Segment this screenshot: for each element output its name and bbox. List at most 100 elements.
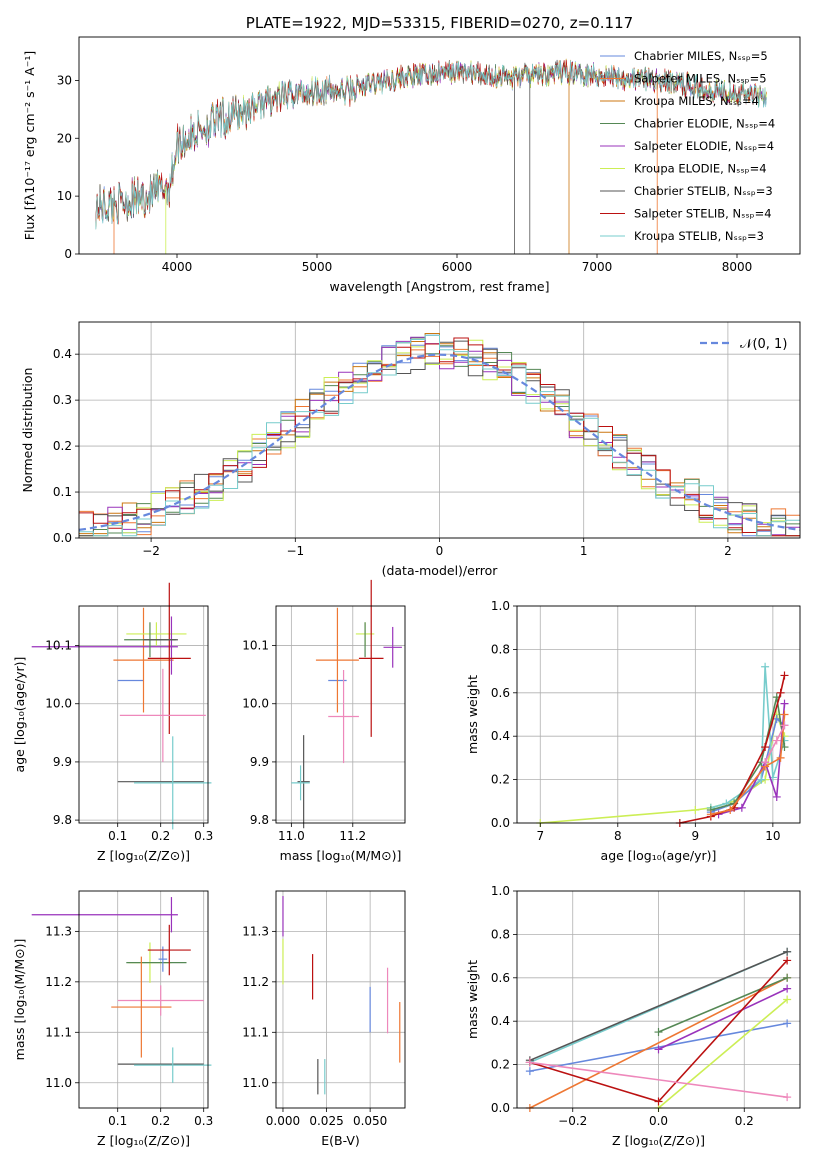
mass-weight-marker: [525, 1058, 534, 1067]
mass-weight-line: [540, 711, 786, 824]
y-axis-label: Normed distribution: [20, 368, 35, 493]
y-tick-label: 0.4: [491, 729, 510, 743]
mass-weight-marker: [783, 973, 792, 982]
x-axis-label: age [log₁₀(age/yr)]: [601, 848, 717, 863]
y-tick-label: 0.4: [53, 347, 72, 361]
y-tick-label: 11.3: [242, 924, 269, 938]
axes-7: 0.000 0.025 0.050 11.0 11.1 11.2 11.3 E(B-V): [242, 890, 406, 1148]
y-tick-label: 11.1: [242, 1025, 269, 1039]
mass-weight-marker: [525, 1067, 534, 1076]
axes-6: 0.1 0.2 0.3 11.0 11.1 11.2 11.3 Z [log₁₀(Z/Z⊙)]…: [12, 890, 213, 1148]
y-tick-label: 0.0: [491, 1101, 510, 1115]
mass-weight-marker: [783, 1093, 792, 1102]
mass-weight-marker: [780, 721, 789, 730]
chart-title: PLATE=1922, MJD=53315, FIBERID=0270, z=0…: [246, 14, 633, 32]
y-tick-label: 1.0: [491, 599, 510, 613]
mass-weight-line: [710, 666, 786, 809]
mass-weight-marker: [772, 736, 781, 745]
y-tick-label: 0.0: [491, 816, 510, 830]
legend-entry: 𝒩(0, 1): [740, 337, 787, 352]
y-axis-label: age [log₁₀(age/yr)]: [12, 657, 27, 773]
y-tick-label: 0: [64, 247, 72, 261]
legend-entry: Salpeter STELIB, Nₛₛₚ=4: [634, 207, 772, 221]
mass-weight-line: [529, 977, 788, 1109]
y-tick-label: 11.0: [45, 1076, 72, 1090]
y-tick-label: 10.1: [45, 639, 72, 653]
gaussian-curve: [78, 353, 801, 531]
y-tick-label: 11.2: [242, 975, 269, 989]
legend-entry: Chabrier ELODIE, Nₛₛₚ=4: [634, 117, 775, 131]
axes-8: −0.2 0.0 0.2 0.0 0.2 0.4 0.6 0.8 1.0 Z [log₁₀(Z/Z…: [465, 884, 801, 1148]
x-tick-label: 7: [536, 829, 544, 843]
x-axis-label: (data-model)/error: [382, 563, 499, 578]
mass-weight-marker: [780, 671, 789, 680]
mass-weight-line: [679, 675, 786, 824]
x-tick-label: 7000: [582, 260, 613, 274]
legend-entry: Chabrier MILES, Nₛₛₚ=5: [634, 49, 768, 63]
x-tick-label: 0.3: [194, 829, 213, 843]
mass-weight-marker: [783, 947, 792, 956]
y-tick-label: 10: [57, 189, 72, 203]
legend-entry: Salpeter ELODIE, Nₛₛₚ=4: [634, 139, 774, 153]
y-tick-label: 11.2: [45, 975, 72, 989]
x-tick-label: 11.2: [339, 829, 366, 843]
y-tick-label: 10.0: [242, 697, 269, 711]
mass-weight-marker: [761, 662, 770, 671]
x-tick-label: 0.2: [735, 1114, 754, 1128]
mass-weight-marker: [780, 699, 789, 708]
x-tick-label: 0.1: [108, 1114, 127, 1128]
legend-entry: Kroupa ELODIE, Nₛₛₚ=4: [634, 162, 767, 176]
axes-frame: [275, 890, 406, 1109]
mass-weight-marker: [772, 792, 781, 801]
y-axis-label: mass weight: [465, 960, 480, 1039]
x-tick-label: 10: [765, 829, 780, 843]
x-tick-label: 5000: [302, 260, 333, 274]
histogram-kroupa-stelib: [79, 334, 800, 537]
mass-weight-marker: [654, 1045, 663, 1054]
y-tick-label: 30: [57, 73, 72, 87]
mass-weight-line: [529, 1061, 788, 1098]
axes-frame: [78, 36, 801, 255]
y-tick-label: 20: [57, 131, 72, 145]
x-tick-label: 2: [724, 544, 732, 558]
x-tick-label: 6000: [442, 260, 473, 274]
legend-entry: Chabrier STELIB, Nₛₛₚ=3: [634, 184, 773, 198]
y-tick-label: 11.0: [242, 1076, 269, 1090]
x-tick-label: 1: [580, 544, 588, 558]
mass-weight-marker: [783, 995, 792, 1004]
y-axis-label: Flux [fλ10⁻¹⁷ erg cm⁻² s⁻¹ A⁻¹]: [22, 51, 37, 240]
y-tick-label: 11.1: [45, 1025, 72, 1039]
axes-3: 0.1 0.2 0.3 9.8 9.9 10.0 10.1 Z [log₁₀(Z/Z⊙)] ag…: [12, 582, 213, 863]
x-tick-label: 0.2: [151, 1114, 170, 1128]
y-tick-label: 1.0: [491, 884, 510, 898]
y-tick-label: 10.0: [45, 697, 72, 711]
x-tick-label: −1: [286, 544, 304, 558]
x-tick-label: 0.050: [353, 1114, 387, 1128]
mass-weight-marker: [780, 710, 789, 719]
y-tick-label: 0.2: [491, 1058, 510, 1072]
y-tick-label: 0.4: [491, 1014, 510, 1028]
y-tick-label: 9.8: [250, 813, 269, 827]
y-tick-label: 9.9: [250, 755, 269, 769]
axes-2: −2 −1 0 1 2 0.0 0.1 0.2 0.3 0.4 (data-model)/error…: [20, 321, 801, 578]
y-tick-label: 0.8: [491, 642, 510, 656]
y-tick-label: 9.8: [53, 813, 72, 827]
x-tick-label: −0.2: [558, 1114, 587, 1128]
y-tick-label: 9.9: [53, 755, 72, 769]
mass-weight-marker: [654, 1028, 663, 1037]
mass-weight-marker: [776, 753, 785, 762]
x-tick-label: 8: [614, 829, 622, 843]
mass-weight-marker: [783, 984, 792, 993]
y-tick-label: 10.1: [242, 639, 269, 653]
x-tick-label: 9: [692, 829, 700, 843]
y-tick-label: 0.8: [491, 927, 510, 941]
axes-5: 7 8 9 10 0.0 0.2 0.4 0.6 0.8 1.0 age [log₁₀(age/yr…: [465, 599, 801, 863]
legend-entry: Kroupa STELIB, Nₛₛₚ=3: [634, 229, 764, 243]
y-tick-label: 0.1: [53, 485, 72, 499]
mass-weight-line: [657, 998, 788, 1109]
mass-weight-marker: [761, 743, 770, 752]
y-tick-label: 11.3: [45, 924, 72, 938]
y-tick-label: 0.2: [491, 773, 510, 787]
mass-weight-marker: [776, 688, 785, 697]
